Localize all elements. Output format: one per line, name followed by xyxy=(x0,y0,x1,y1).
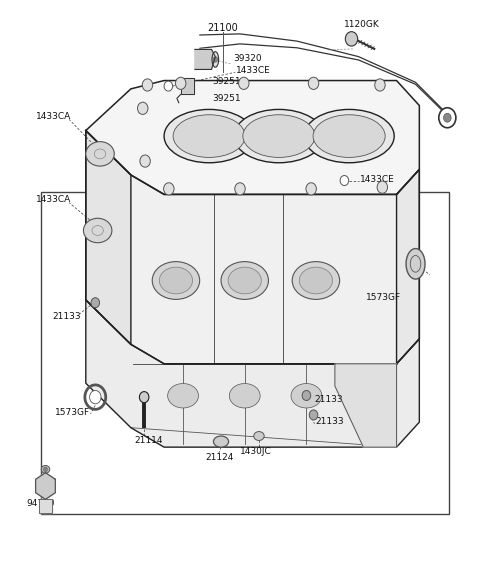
Circle shape xyxy=(377,181,387,194)
Text: 21133: 21133 xyxy=(315,417,344,426)
Text: 1120GK: 1120GK xyxy=(344,21,380,30)
Circle shape xyxy=(309,410,318,420)
Ellipse shape xyxy=(173,115,245,158)
Ellipse shape xyxy=(152,261,200,300)
Circle shape xyxy=(439,108,456,128)
Ellipse shape xyxy=(406,249,425,279)
Circle shape xyxy=(306,183,316,195)
Ellipse shape xyxy=(291,384,322,408)
Text: 39251: 39251 xyxy=(213,94,241,103)
Text: 1433CE: 1433CE xyxy=(236,66,271,75)
Circle shape xyxy=(140,155,150,167)
Text: 21100: 21100 xyxy=(207,23,238,33)
Circle shape xyxy=(164,183,174,195)
Polygon shape xyxy=(335,364,396,447)
Polygon shape xyxy=(86,131,131,344)
Circle shape xyxy=(164,81,173,91)
Text: 21124: 21124 xyxy=(206,453,234,462)
Ellipse shape xyxy=(41,466,50,473)
Ellipse shape xyxy=(214,436,228,447)
Text: 1433CA: 1433CA xyxy=(36,195,71,204)
Text: 1573GF: 1573GF xyxy=(55,408,90,417)
Circle shape xyxy=(302,390,311,401)
Circle shape xyxy=(239,77,249,89)
Text: 94750: 94750 xyxy=(26,499,55,508)
Text: 39320: 39320 xyxy=(233,54,262,63)
Ellipse shape xyxy=(212,52,219,67)
Ellipse shape xyxy=(168,384,199,408)
Circle shape xyxy=(91,298,99,308)
Polygon shape xyxy=(180,78,194,94)
Text: 1430JC: 1430JC xyxy=(240,447,272,456)
Text: 21133: 21133 xyxy=(53,312,81,321)
Circle shape xyxy=(142,79,153,91)
Circle shape xyxy=(44,467,48,472)
Ellipse shape xyxy=(234,109,324,163)
Circle shape xyxy=(139,392,149,403)
Ellipse shape xyxy=(84,218,112,243)
Polygon shape xyxy=(86,131,420,364)
Circle shape xyxy=(213,57,218,62)
Ellipse shape xyxy=(300,267,333,294)
Circle shape xyxy=(375,79,385,91)
Text: 1573GF: 1573GF xyxy=(366,293,401,302)
Text: 1433CE: 1433CE xyxy=(360,175,394,184)
Polygon shape xyxy=(195,49,216,70)
Ellipse shape xyxy=(243,115,315,158)
Circle shape xyxy=(235,183,245,195)
Ellipse shape xyxy=(229,384,260,408)
Ellipse shape xyxy=(164,109,254,163)
Ellipse shape xyxy=(304,109,394,163)
Ellipse shape xyxy=(221,261,268,300)
Ellipse shape xyxy=(159,267,192,294)
Circle shape xyxy=(340,176,348,186)
Circle shape xyxy=(308,77,319,89)
Polygon shape xyxy=(396,169,420,364)
Polygon shape xyxy=(36,473,55,499)
Ellipse shape xyxy=(86,141,114,166)
Circle shape xyxy=(90,390,101,404)
Text: 1433CA: 1433CA xyxy=(36,112,71,121)
Ellipse shape xyxy=(228,267,261,294)
Ellipse shape xyxy=(313,115,385,158)
Text: 39251: 39251 xyxy=(213,77,241,86)
Circle shape xyxy=(137,102,148,114)
Bar xyxy=(41,192,449,514)
Polygon shape xyxy=(86,300,420,447)
Circle shape xyxy=(444,113,451,122)
Ellipse shape xyxy=(254,431,264,440)
Text: 21114: 21114 xyxy=(135,436,163,445)
Circle shape xyxy=(176,77,186,89)
Text: 21133: 21133 xyxy=(314,395,343,404)
Circle shape xyxy=(345,31,358,46)
Polygon shape xyxy=(86,81,420,195)
Ellipse shape xyxy=(292,261,340,300)
Polygon shape xyxy=(39,499,52,513)
